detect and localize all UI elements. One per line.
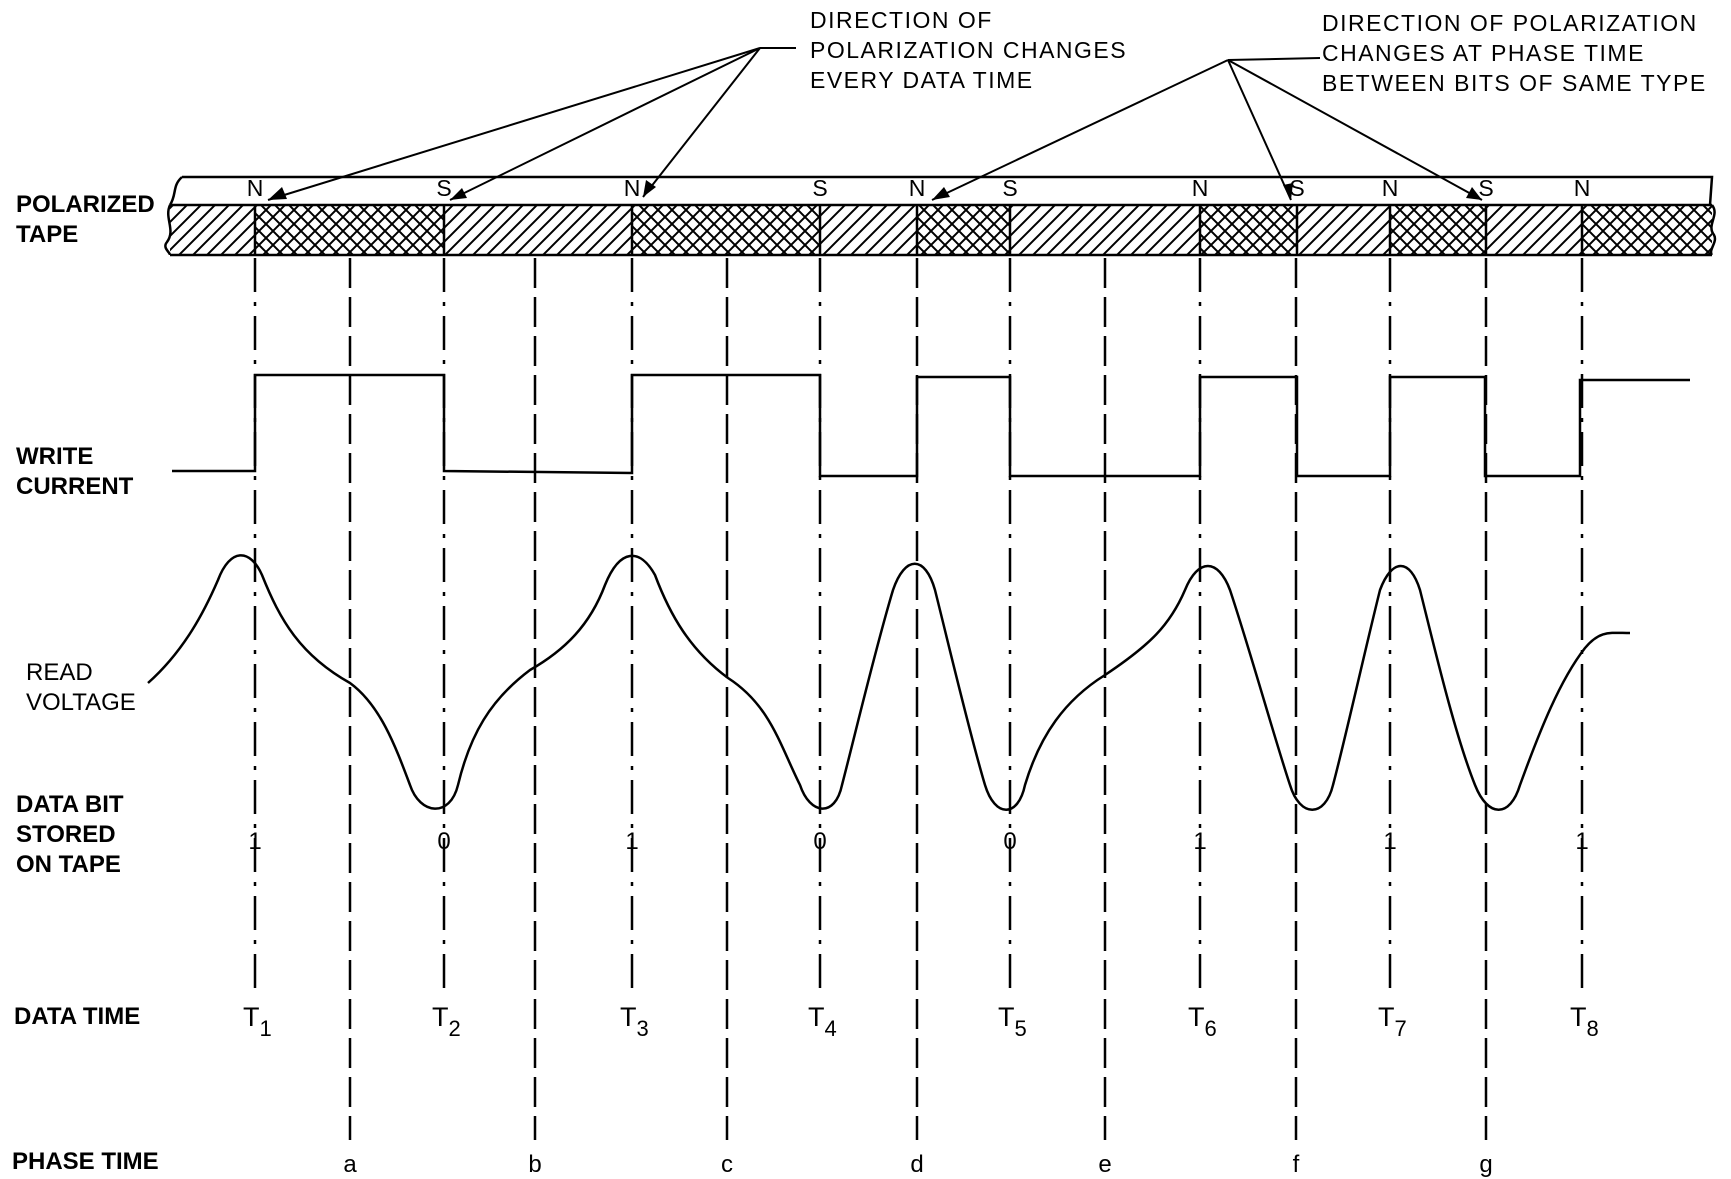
data-time-label: DATA TIME [14, 1003, 141, 1030]
polarized-tape [164, 175, 1717, 257]
tape-segment [1200, 205, 1297, 255]
data-time-label-t5: T5 [998, 1002, 1027, 1041]
tape-segment [170, 205, 255, 255]
data-bit-value: 1 [1383, 828, 1396, 855]
polarity-mark: N [247, 175, 264, 201]
tape-segment [1390, 205, 1486, 255]
phase-time-letter: b [528, 1151, 541, 1178]
data-bit-value: 1 [625, 828, 638, 855]
data-time-lines [253, 258, 1584, 990]
write-current-waveform [172, 373, 1690, 478]
read-voltage-label: READ VOLTAGE [26, 659, 136, 716]
data-time-label-t1: T1 [243, 1002, 272, 1041]
polarity-mark: S [1289, 175, 1304, 201]
tape-segment [632, 205, 820, 255]
annotation-arrows [267, 47, 1483, 201]
data-bit-value: 0 [437, 828, 450, 855]
data-time-label-t4: T4 [808, 1002, 837, 1041]
data-bit-value: 1 [1193, 828, 1206, 855]
read-voltage-waveform [147, 554, 1631, 811]
polarity-mark: N [909, 175, 926, 201]
phase-time-letter: a [343, 1151, 357, 1178]
tape-segment [820, 205, 917, 255]
tape-segment [917, 205, 1010, 255]
data-bit-value: 1 [248, 828, 261, 855]
data-bit-value: 1 [1575, 828, 1588, 855]
tape-segment [255, 205, 444, 255]
annotation-phase-time-same-type: DIRECTION OF POLARIZATION CHANGES AT PHA… [1322, 10, 1707, 96]
annotation-every-data-time: DIRECTION OF POLARIZATION CHANGES EVERY … [810, 7, 1128, 93]
polarity-mark: N [624, 175, 641, 201]
arrowheads [268, 180, 1482, 200]
polarized-tape-label: POLARIZED TAPE [16, 191, 155, 248]
data-bit-label: DATA BIT STORED ON TAPE [16, 791, 124, 878]
data-time-label-t6: T6 [1188, 1002, 1217, 1041]
data-time-label-t3: T3 [620, 1002, 649, 1041]
write-current-label: WRITE CURRENT [16, 443, 134, 500]
polarity-mark: N [1382, 175, 1399, 201]
tape-segment [444, 205, 632, 255]
tape-segment [1010, 205, 1200, 255]
polarity-mark: N [1192, 175, 1209, 201]
data-bit-value: 0 [1003, 828, 1016, 855]
polarity-mark: S [1002, 175, 1017, 201]
polarity-mark: S [812, 175, 827, 201]
data-time-label-t2: T2 [432, 1002, 461, 1041]
polarity-mark: S [436, 175, 451, 201]
polarity-mark: N [1574, 175, 1591, 201]
phase-time-letter: d [910, 1151, 923, 1178]
data-time-label-t8: T8 [1570, 1002, 1599, 1041]
tape-segment [1486, 205, 1582, 255]
phase-time-letter: f [1293, 1151, 1300, 1178]
data-bit-value: 0 [813, 828, 826, 855]
phase-time-letter: c [721, 1151, 733, 1178]
tape-segment [1297, 205, 1390, 255]
data-time-label-t7: T7 [1378, 1002, 1407, 1041]
phase-time-letter: g [1479, 1151, 1492, 1178]
phase-time-label: PHASE TIME [12, 1148, 159, 1175]
phase-time-letter: e [1098, 1151, 1111, 1178]
tape-segment [1582, 205, 1712, 255]
polarity-mark: S [1478, 175, 1493, 201]
